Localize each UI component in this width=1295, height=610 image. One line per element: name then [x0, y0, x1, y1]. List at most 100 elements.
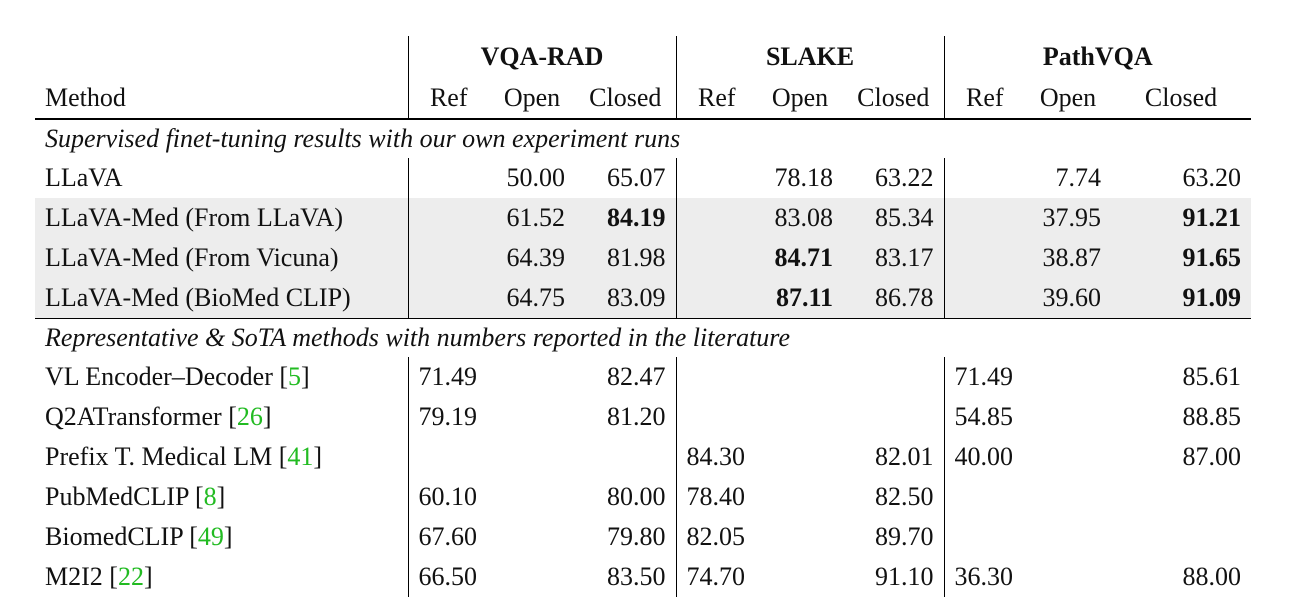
citation-link[interactable]: 5: [288, 362, 302, 391]
citation-link[interactable]: 8: [203, 482, 217, 511]
slake-ref-value: [675, 158, 758, 198]
slake-open-value: [757, 397, 843, 437]
method-cell: LLaVA-Med (From LLaVA): [35, 198, 408, 238]
pathvqa-ref-value: 36.30: [943, 557, 1026, 597]
vqarad-open-value: 64.75: [489, 278, 575, 319]
vqarad-closed-value: 81.20: [607, 402, 666, 431]
table-row: LLaVA-Med (BioMed CLIP) 64.75 83.09 87.11 86…: [35, 278, 1252, 319]
column-header-ref: Ref: [943, 78, 1026, 120]
slake-closed-value: [843, 397, 944, 437]
vqarad-open-value: [489, 517, 575, 557]
slake-open-value: [757, 357, 843, 397]
pathvqa-ref-value: 71.49: [943, 357, 1026, 397]
method-cell: LLaVA-Med (From Vicuna): [35, 238, 408, 278]
column-header-closed: Closed: [843, 78, 945, 120]
slake-open-value: [757, 517, 843, 557]
pathvqa-ref-value: [943, 278, 1026, 319]
citation-link[interactable]: 26: [236, 402, 263, 431]
pathvqa-open-value: 37.95: [1025, 198, 1112, 238]
vqarad-open-value: [489, 557, 575, 597]
vqarad-closed-value: 83.09: [575, 278, 677, 319]
citation-link[interactable]: 41: [287, 442, 314, 471]
slake-closed-value: 91.10: [875, 562, 934, 591]
table-row: M2I2 [22] 66.50 83.50 74.70 91.10 36.30 88.00: [35, 557, 1251, 597]
header-row-datasets: VQA-RAD SLAKE PathVQA: [35, 36, 1252, 78]
method-cell: Prefix T. Medical LM [41]: [45, 442, 323, 471]
column-header-ref: Ref: [675, 78, 758, 120]
vqarad-open-value: 50.00: [506, 163, 566, 192]
vqarad-ref-value: 79.19: [407, 397, 489, 437]
vqarad-open-value: 64.39: [489, 238, 575, 278]
pathvqa-closed-value: 91.21: [1111, 198, 1252, 238]
slake-closed-value: 82.01: [875, 442, 934, 471]
pathvqa-ref-value: [943, 477, 1026, 517]
slake-open-value: [757, 557, 843, 597]
table-row: Q2ATransformer [26] 79.19 81.20 54.85 88.85: [35, 397, 1251, 437]
pathvqa-closed-value: 88.00: [1182, 562, 1242, 591]
slake-ref-value: [675, 357, 758, 397]
table-row: Prefix T. Medical LM [41] 84.30 82.01 40.00…: [35, 437, 1251, 477]
pathvqa-closed-value: 88.85: [1182, 402, 1242, 431]
dataset-header-pathvqa: PathVQA: [943, 36, 1252, 78]
slake-closed-value: 63.22: [875, 163, 934, 192]
table-row: LLaVA 50.00 65.07 78.18 63.22 7.74 63.20: [35, 158, 1251, 198]
slake-closed-value: 83.17: [843, 238, 945, 278]
method-cell: PubMedCLIP [8]: [45, 482, 226, 511]
vqarad-closed-value: 83.50: [607, 562, 666, 591]
slake-open-value: 83.08: [757, 198, 844, 238]
pathvqa-closed-value: 91.09: [1111, 278, 1252, 319]
method-name: BiomedCLIP: [45, 522, 190, 551]
vqarad-open-value: [489, 437, 575, 477]
pathvqa-ref-value: 40.00: [943, 437, 1026, 477]
slake-ref-value: [675, 397, 758, 437]
citation-link[interactable]: 22: [117, 562, 144, 591]
pathvqa-open-value: 7.74: [1055, 163, 1102, 192]
vqarad-ref-value: 71.49: [407, 357, 489, 397]
slake-open-value: 84.71: [757, 238, 844, 278]
vqarad-closed-value: 65.07: [607, 163, 666, 192]
dataset-header-slake: SLAKE: [675, 36, 945, 78]
method-name: Q2ATransformer: [45, 402, 229, 431]
slake-ref-value: [675, 198, 758, 238]
pathvqa-ref-value: [943, 158, 1026, 198]
header-row-columns: Method Ref Open Closed Ref Open Closed R…: [35, 78, 1252, 120]
vqarad-closed-value: [575, 437, 676, 477]
slake-closed-value: 86.78: [843, 278, 945, 319]
slake-open-value: [757, 477, 843, 517]
table-row: LLaVA-Med (From Vicuna) 64.39 81.98 84.71 83…: [35, 238, 1252, 278]
vqarad-closed-value: 79.80: [607, 522, 666, 551]
table-row: VL Encoder–Decoder [5] 71.49 82.47 71.49 85.…: [35, 357, 1251, 397]
vqarad-open-value: 61.52: [489, 198, 575, 238]
vqarad-ref-value: [407, 198, 489, 238]
slake-ref-value: [675, 238, 758, 278]
vqarad-closed-value: 82.47: [607, 362, 666, 391]
method-name: LLaVA-Med (From LLaVA): [45, 203, 343, 232]
pathvqa-open-value: 38.87: [1025, 238, 1112, 278]
pathvqa-open-value: [1025, 437, 1111, 477]
vqarad-ref-value: [407, 278, 489, 319]
column-header-open: Open: [757, 78, 844, 120]
column-header-open: Open: [1025, 78, 1112, 120]
slake-ref-value: 74.70: [675, 557, 758, 597]
slake-ref-value: 84.30: [675, 437, 758, 477]
slake-closed-value: 82.50: [875, 482, 934, 511]
section-header: Supervised finet-tuning results with our…: [35, 119, 1251, 158]
slake-open-value: 87.11: [757, 278, 844, 319]
method-name: Prefix T. Medical LM: [45, 442, 279, 471]
method-name: LLaVA-Med (BioMed CLIP): [45, 283, 351, 312]
method-cell: LLaVA-Med (BioMed CLIP): [35, 278, 408, 319]
pathvqa-ref-value: [943, 517, 1026, 557]
results-table: VQA-RAD SLAKE PathVQA Method Ref Open Cl…: [35, 36, 1252, 597]
method-name: LLaVA: [45, 163, 123, 192]
method-name: PubMedCLIP: [45, 482, 195, 511]
vqarad-open-value: [489, 477, 575, 517]
vqarad-ref-value: 67.60: [407, 517, 489, 557]
pathvqa-open-value: [1025, 557, 1111, 597]
vqarad-ref-value: 60.10: [407, 477, 489, 517]
method-cell: VL Encoder–Decoder [5]: [45, 362, 310, 391]
slake-open-value: [757, 437, 843, 477]
vqarad-closed-value: 81.98: [575, 238, 677, 278]
table-row: LLaVA-Med (From LLaVA) 61.52 84.19 83.08 85.…: [35, 198, 1252, 238]
citation-link[interactable]: 49: [197, 522, 224, 551]
pathvqa-closed-value: 85.61: [1182, 362, 1242, 391]
